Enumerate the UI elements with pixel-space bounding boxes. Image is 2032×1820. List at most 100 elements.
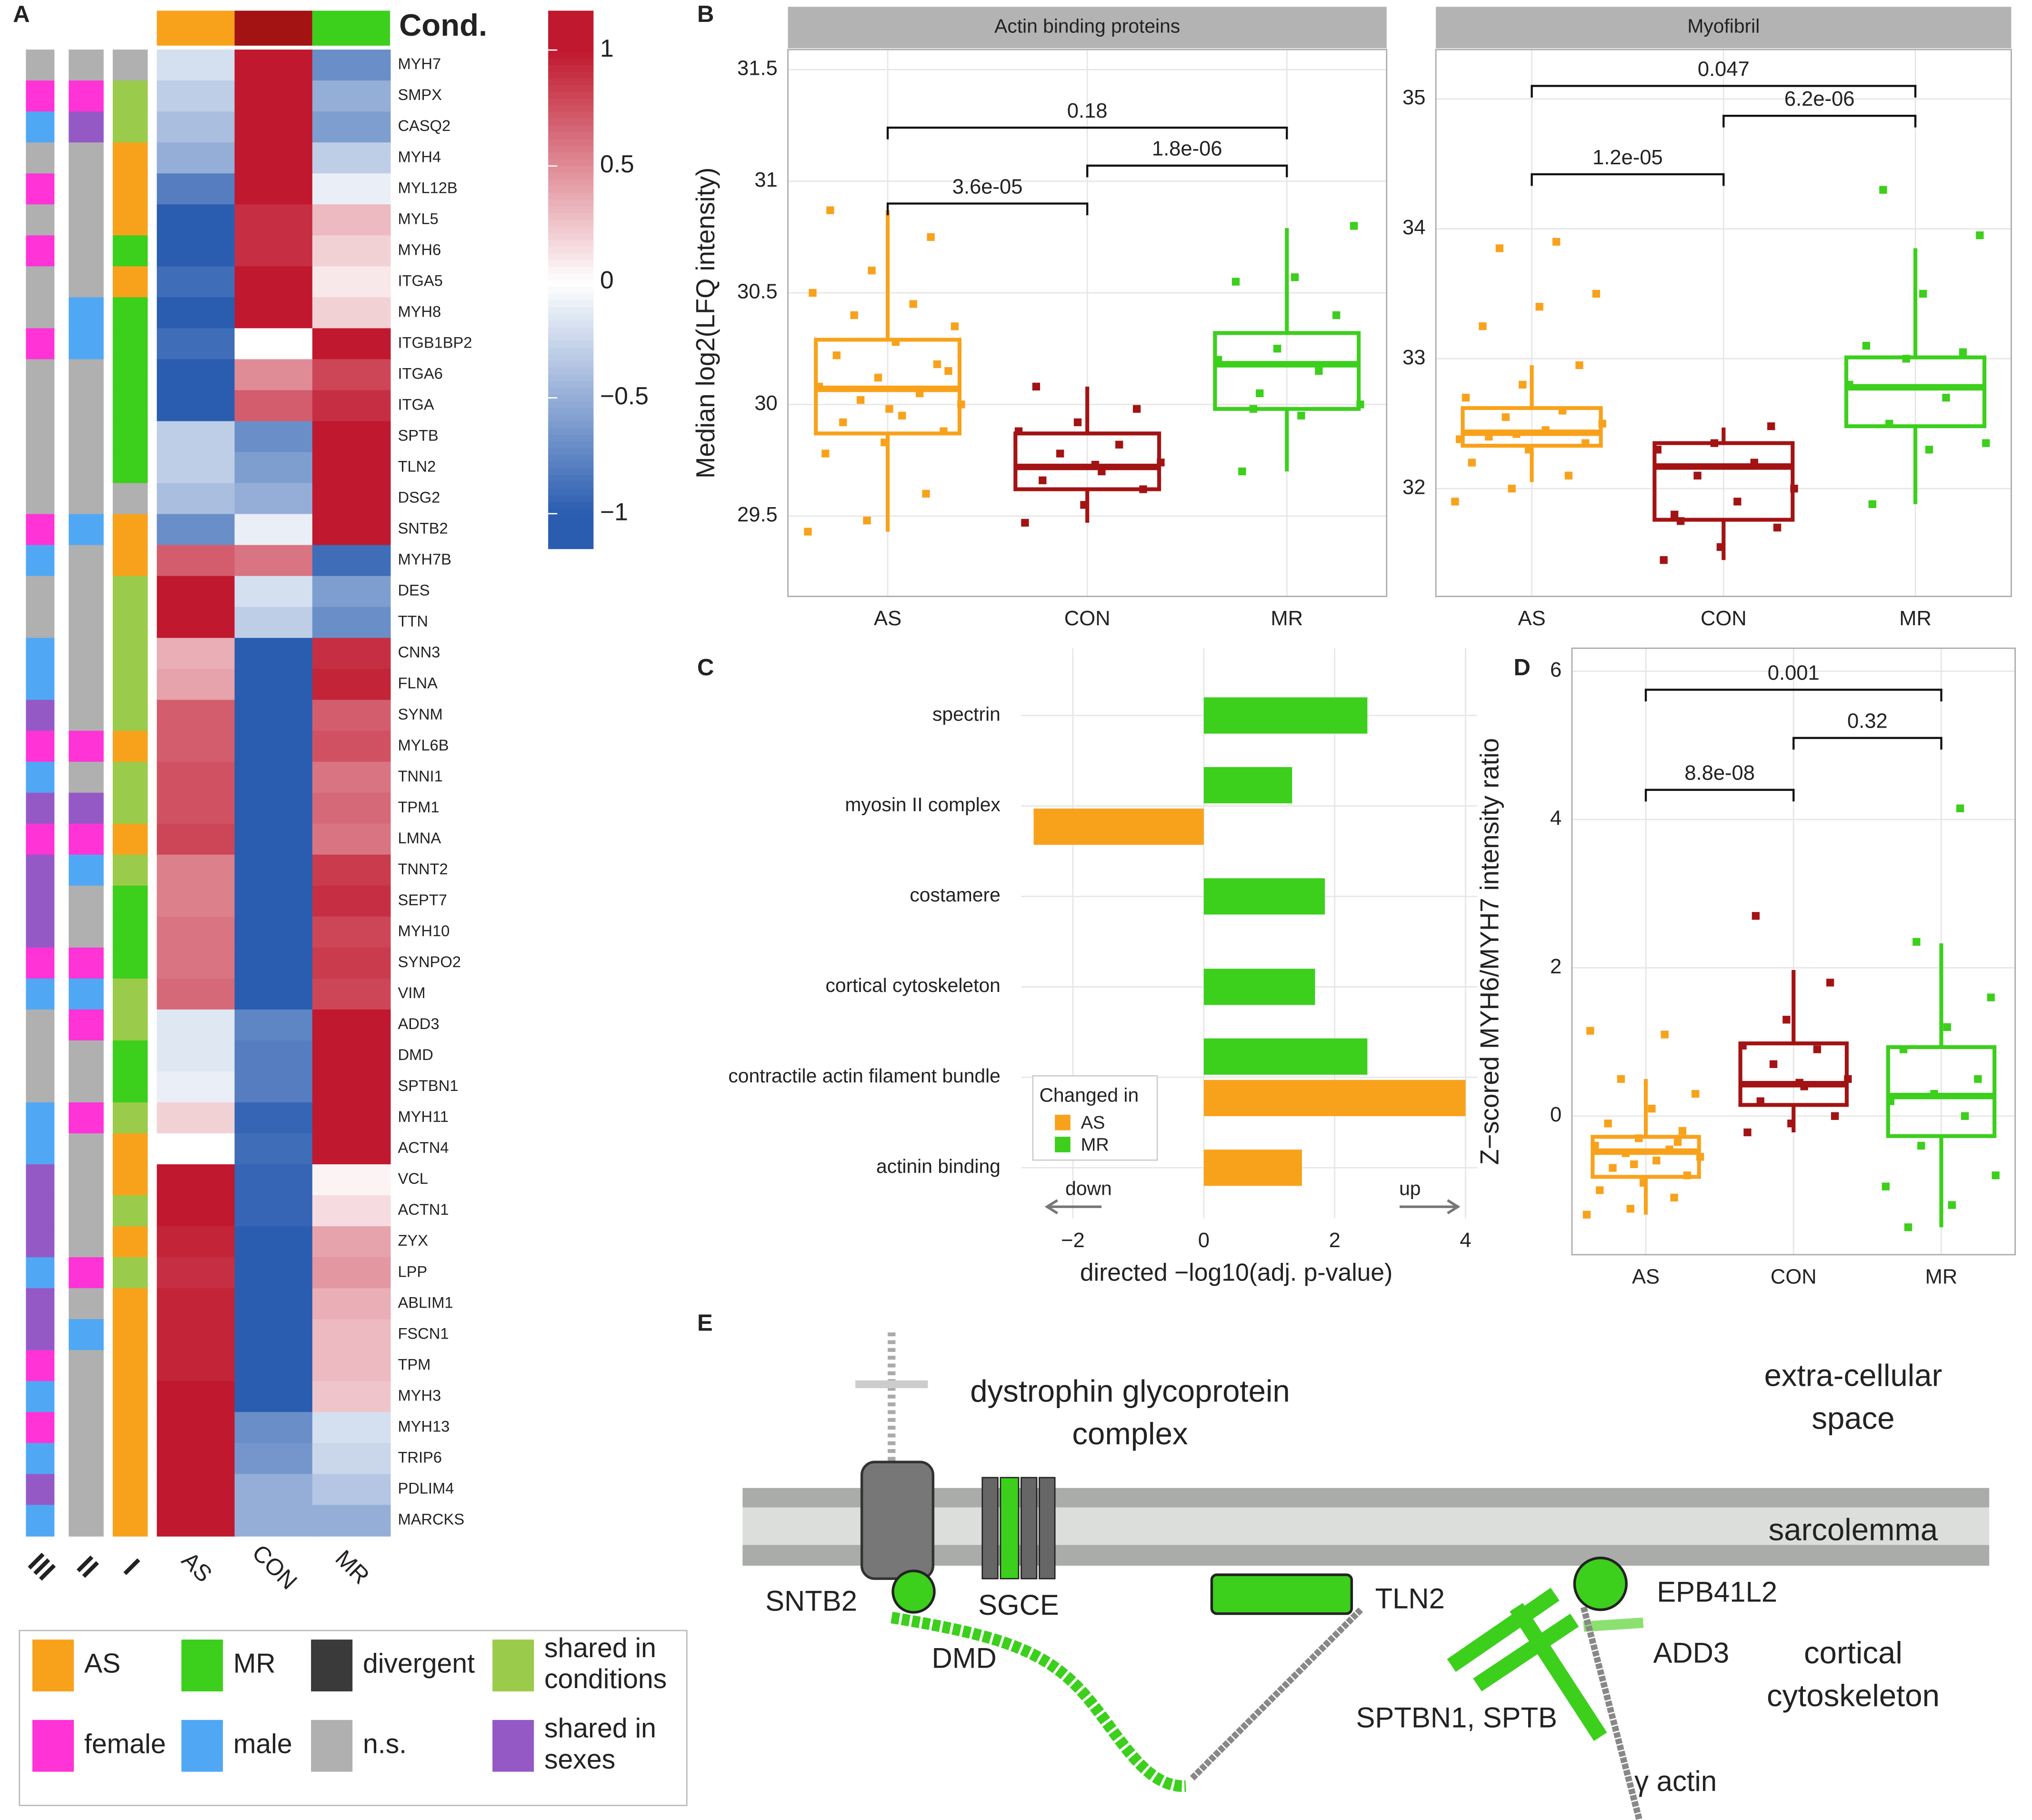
annotation-cell <box>69 854 104 887</box>
gene-label: DSG2 <box>398 489 440 506</box>
heatmap-cell <box>234 761 313 794</box>
annotation-cell <box>112 173 148 205</box>
heatmap-cell <box>157 1133 235 1165</box>
annotation-cell <box>112 761 148 794</box>
arrow-right <box>1400 1199 1461 1215</box>
point <box>804 528 812 536</box>
column-header <box>234 10 312 46</box>
colorbar-step <box>548 367 594 375</box>
point <box>1586 1027 1594 1035</box>
diagram-label: TLN2 <box>1375 1582 1445 1614</box>
point <box>1591 1141 1599 1150</box>
gene-label: VCL <box>398 1170 428 1187</box>
point <box>1752 912 1760 920</box>
colorbar-step <box>548 528 594 536</box>
legend-title: Changed in <box>1039 1084 1139 1106</box>
heatmap-cell <box>312 1257 391 1289</box>
colorbar-step <box>548 353 594 361</box>
point <box>1115 440 1123 449</box>
gene-label: MYH13 <box>398 1417 450 1435</box>
annotation-cell <box>26 823 55 856</box>
heatmap-cell <box>312 792 391 825</box>
annotation-cell <box>26 1102 55 1134</box>
colorbar-tick-label: −1 <box>600 498 628 525</box>
heatmap-cell <box>312 576 391 608</box>
colorbar-step <box>548 179 594 186</box>
bracket <box>1531 173 1725 186</box>
gene-label: ABLIM1 <box>398 1293 453 1311</box>
gene-label: CASQ2 <box>398 117 450 134</box>
annotation-cell <box>26 1412 55 1444</box>
annotation-cell <box>69 1319 104 1351</box>
colorbar-step <box>548 333 594 341</box>
bracket <box>1792 737 1942 750</box>
annotation-cell <box>112 1350 148 1382</box>
colorbar-step <box>548 326 594 334</box>
bracket <box>886 126 1288 140</box>
box <box>1213 331 1361 411</box>
heatmap-cell <box>312 1474 391 1506</box>
bracket-label: 6.2e-06 <box>1784 88 1855 110</box>
legend-swatch <box>1055 1114 1071 1130</box>
heatmap-cell <box>157 1319 235 1351</box>
colorbar-step <box>548 380 594 388</box>
gene-label: ITGB1BP2 <box>398 333 472 351</box>
heatmap-cell <box>234 235 313 267</box>
heatmap-cell <box>234 173 313 205</box>
colorbar-step <box>548 111 594 119</box>
heatmap-cell <box>157 173 235 205</box>
heatmap-cell <box>312 1443 391 1475</box>
gene-label: TNNT2 <box>398 860 448 878</box>
bracket-label: 1.2e-05 <box>1592 146 1663 169</box>
annotation-cell <box>69 1288 104 1320</box>
legend-swatch <box>181 1720 223 1772</box>
heatmap-cell <box>234 1319 313 1351</box>
annotation-cell <box>112 328 148 360</box>
facet-strip <box>1436 7 2012 49</box>
annotation-cell <box>112 1288 148 1320</box>
gene-label: ADD3 <box>398 1015 439 1032</box>
annotation-cell <box>112 669 148 700</box>
annotation-cell <box>69 266 104 298</box>
heatmap-cell <box>312 1505 391 1537</box>
colorbar-step <box>548 448 594 455</box>
y-tick-label: 31 <box>754 169 777 191</box>
annotation-cell <box>69 916 104 949</box>
category-label: contractile actin filament bundle <box>728 1065 1000 1087</box>
membrane-inner <box>742 1545 1990 1566</box>
column-header <box>157 10 235 46</box>
point <box>1974 1075 1982 1083</box>
heatmap-cell <box>234 297 313 329</box>
dystroglycan <box>860 1460 935 1580</box>
track-label: II <box>71 1550 105 1584</box>
point <box>1501 413 1510 421</box>
point <box>1479 322 1487 330</box>
point <box>1683 1171 1692 1180</box>
diagram-label: cortical <box>1804 1635 1902 1670</box>
bracket-label: 0.32 <box>1847 710 1888 733</box>
gene-label: SPTBN1 <box>398 1077 458 1094</box>
point <box>1080 501 1088 509</box>
annotation-cell <box>26 297 55 329</box>
x-tick-label: 4 <box>1460 1229 1471 1252</box>
point <box>850 311 858 320</box>
annotation-cell <box>26 514 55 546</box>
y-tick-label: 30.5 <box>737 280 778 303</box>
legend-label: AS <box>1081 1113 1105 1133</box>
annotation-cell <box>26 792 55 825</box>
heatmap-cell <box>234 1505 313 1537</box>
gene-label: TPM <box>398 1355 430 1373</box>
heatmap-cell <box>312 452 391 484</box>
point <box>1813 1045 1822 1053</box>
gene-label: MYL12B <box>398 179 457 196</box>
annotation-cell <box>69 1226 104 1258</box>
annotation-cell <box>26 700 55 732</box>
annotation-cell <box>69 111 104 143</box>
point <box>1886 1097 1894 1105</box>
heatmap-cell <box>234 1164 313 1196</box>
point <box>1297 411 1305 420</box>
gene-label: ITGA5 <box>398 271 442 289</box>
bracket-label: 8.8e-08 <box>1684 762 1755 785</box>
panel-label: C <box>697 655 714 680</box>
annotation-cell <box>69 514 104 546</box>
